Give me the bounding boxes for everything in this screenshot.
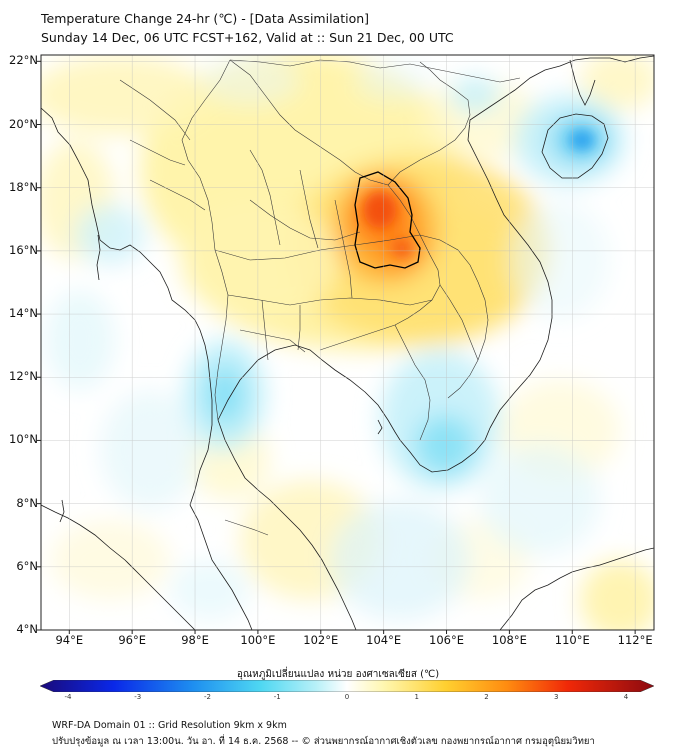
map-area — [41, 55, 654, 630]
colorbar-title: อุณหภูมิเปลี่ยนแปลง หน่วย องศาเซลเซียส (… — [236, 669, 440, 680]
colorbar-tick-label: -1 — [273, 693, 281, 701]
lat-label: 4°N — [16, 622, 38, 636]
lat-label: 10°N — [9, 432, 38, 447]
colorbar-tick-label: 3 — [554, 693, 559, 701]
map-title: Temperature Change 24-hr (℃) - [Data Ass… — [41, 11, 370, 26]
lon-label: 94°E — [55, 633, 84, 647]
coastlines — [41, 55, 654, 630]
lat-label: 18°N — [9, 179, 38, 194]
colorbar-tick-label: 0 — [344, 693, 350, 701]
lon-label: 102°E — [303, 633, 339, 647]
colorbar-tick-label: 4 — [623, 693, 629, 701]
colorbar — [40, 680, 654, 692]
lon-label: 100°E — [240, 633, 276, 647]
colorbar-tick-label: -3 — [134, 693, 142, 701]
lat-label: 14°N — [9, 306, 38, 321]
axis-ticks — [37, 60, 636, 634]
lon-label: 112°E — [617, 633, 653, 647]
hot-region-outline — [354, 171, 421, 269]
lat-lon-grid — [41, 55, 654, 630]
lon-label: 104°E — [366, 633, 402, 647]
lon-label: 98°E — [181, 633, 209, 647]
lat-label: 20°N — [9, 116, 38, 131]
lat-label: 8°N — [16, 495, 38, 510]
lon-label: 106°E — [429, 633, 464, 647]
footer-update-info: ปรับปรุงข้อมูล ณ เวลา 13:00น. วัน อา. ที… — [52, 736, 595, 747]
lon-label: 108°E — [491, 633, 527, 647]
temperature-core — [364, 130, 594, 257]
footer-model-info: WRF-DA Domain 01 :: Grid Resolution 9km … — [52, 720, 287, 731]
lat-label: 16°N — [9, 242, 38, 257]
lat-label: 22°N — [9, 53, 38, 68]
map-frame — [40, 54, 655, 631]
colorbar-tick-label: 1 — [414, 693, 419, 701]
lon-label: 96°E — [118, 633, 146, 647]
colorbar-tick-label: 2 — [484, 693, 489, 701]
colorbar-tick-label: -4 — [64, 693, 72, 701]
lat-label: 6°N — [16, 558, 38, 573]
lon-label: 110°E — [554, 633, 590, 647]
colorbar-tick-label: -2 — [204, 693, 211, 701]
map-subtitle: Sunday 14 Dec, 06 UTC FCST+162, Valid at… — [41, 30, 454, 45]
lat-label: 12°N — [9, 369, 38, 384]
colorbar-gradient — [40, 680, 654, 692]
